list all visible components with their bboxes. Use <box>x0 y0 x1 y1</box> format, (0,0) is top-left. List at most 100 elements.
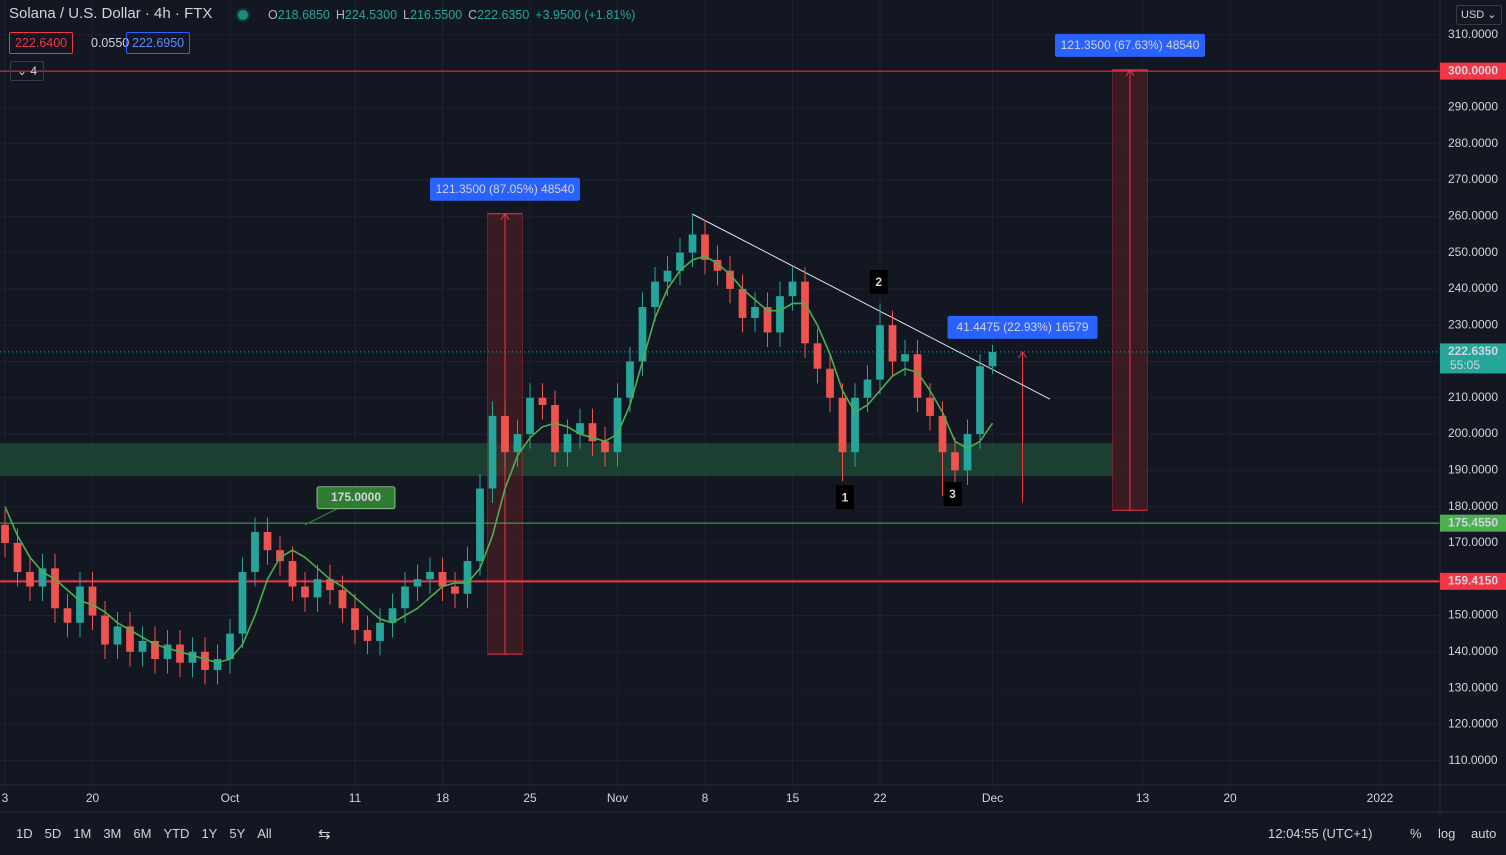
candle-body <box>388 608 397 623</box>
candle-body <box>488 415 497 489</box>
candle-body <box>851 397 859 453</box>
candle-body <box>451 586 459 594</box>
candle-body <box>913 354 922 398</box>
measure-arrow-head <box>500 212 510 221</box>
candle-body <box>51 568 59 609</box>
candle-body <box>26 571 34 587</box>
callout-pointer <box>304 508 338 526</box>
candle-body <box>288 561 297 587</box>
candle-body <box>88 586 97 616</box>
range-button[interactable]: 3M <box>103 826 122 841</box>
candle-body <box>876 325 884 380</box>
candle-body <box>113 626 122 645</box>
ohlc-values: O218.6850 H224.5300 L216.5500 C222.6350 +3.9… <box>268 8 635 22</box>
ohlc-key: O <box>268 8 278 22</box>
candle-body <box>838 397 847 453</box>
goto-date-icon[interactable]: ⇆ <box>318 826 331 843</box>
moving-average <box>4 255 994 664</box>
candle-body <box>576 423 584 435</box>
candle-body <box>276 550 284 562</box>
ohlc-key: C <box>468 8 478 22</box>
percent-toggle[interactable]: % <box>1410 826 1422 841</box>
candle-body <box>213 659 222 670</box>
ohlc-item: H224.5300 <box>336 8 397 22</box>
candle-body <box>251 532 259 572</box>
clock[interactable]: 12:04:55 (UTC+1) <box>1268 826 1373 841</box>
candle-body <box>976 366 984 435</box>
candle-body <box>226 633 234 660</box>
ohlc-item: L216.5500 <box>403 8 462 22</box>
y-tick-label: 230.0000 <box>1448 317 1498 331</box>
candle-body <box>751 307 759 318</box>
candle-body <box>126 626 134 652</box>
x-tick-label: 2022 <box>1367 791 1394 805</box>
y-tick-label: 290.0000 <box>1448 100 1498 114</box>
candle-body <box>76 586 84 623</box>
y-tick-label: 190.0000 <box>1448 463 1498 477</box>
y-tick-label: 310.0000 <box>1448 27 1498 41</box>
range-button[interactable]: 5D <box>44 826 62 841</box>
range-button[interactable]: 1M <box>73 826 92 841</box>
candle-body <box>738 288 747 318</box>
measure-label: 41.4475 (22.93%) 16579 <box>956 320 1088 334</box>
x-tick-label: 25 <box>523 791 537 805</box>
candle-body <box>1 524 9 543</box>
candle-body <box>588 423 597 442</box>
range-button[interactable]: 1Y <box>201 826 218 841</box>
candle-body <box>151 640 159 660</box>
indicator-count: 4 <box>30 64 38 78</box>
candle-body <box>438 571 447 587</box>
price-tag: 175.4550 <box>1448 515 1498 529</box>
price-tag: 222.6350 <box>1448 344 1498 358</box>
candle-body <box>538 397 547 406</box>
log-toggle[interactable]: log <box>1438 826 1456 841</box>
candle-body <box>713 259 722 271</box>
ohlc-value: 224.5300 <box>344 8 398 22</box>
wave-label-bg <box>869 269 888 294</box>
candle-body <box>901 354 909 362</box>
candle-body <box>651 281 659 308</box>
measure-label-bg <box>430 177 580 201</box>
spread: 0.0550 <box>91 36 130 50</box>
candle-body <box>326 579 334 591</box>
callout-bg <box>316 486 396 510</box>
plot: 121.3500 (87.05%) 48540 121.3500 (67.63%)… <box>0 33 1440 685</box>
y-tick-label: 140.0000 <box>1448 644 1498 658</box>
candle-body <box>938 415 947 453</box>
range-button[interactable]: YTD <box>163 826 190 841</box>
candle-body <box>888 325 897 362</box>
symbol-title[interactable]: Solana / U.S. Dollar · 4h · FTX <box>9 5 213 22</box>
auto-toggle[interactable]: auto <box>1471 826 1497 841</box>
range-button[interactable]: 1D <box>16 826 33 841</box>
candle-body <box>13 542 22 572</box>
indicators-toggle[interactable]: ⌄ 4 <box>10 61 45 81</box>
candle-body <box>238 571 247 634</box>
y-tick-label: 170.0000 <box>1448 535 1498 549</box>
range-button[interactable]: All <box>257 826 272 841</box>
y-tick-label: 210.0000 <box>1448 390 1498 404</box>
sell-price[interactable]: 222.6400 <box>9 32 74 54</box>
ohlc-value: 222.6350 <box>477 8 530 22</box>
candle-body <box>413 579 422 587</box>
candle-body <box>338 590 347 609</box>
x-tick-label: 3 <box>2 791 9 805</box>
axes: 110.0000 120.0000 130.0000 140.0000 150.0000… <box>0 0 1506 813</box>
candle-body <box>526 397 534 435</box>
x-tick-label: 11 <box>349 791 362 805</box>
range-button[interactable]: 6M <box>133 826 152 841</box>
trendline <box>692 213 1051 400</box>
candle-body <box>501 415 509 453</box>
candle-body <box>601 441 609 453</box>
x-tick-label: 20 <box>86 791 100 805</box>
price-tag-bg <box>1440 62 1506 80</box>
y-tick-label: 130.0000 <box>1448 680 1498 694</box>
candle-body <box>701 234 709 260</box>
measure-arrow-head <box>1125 68 1135 77</box>
candle-body <box>176 644 184 663</box>
currency-select[interactable]: USD ⌄ <box>1456 5 1502 25</box>
candle-body <box>351 608 359 631</box>
range-button[interactable]: 5Y <box>229 826 246 841</box>
buy-price[interactable]: 222.6950 <box>126 32 191 54</box>
